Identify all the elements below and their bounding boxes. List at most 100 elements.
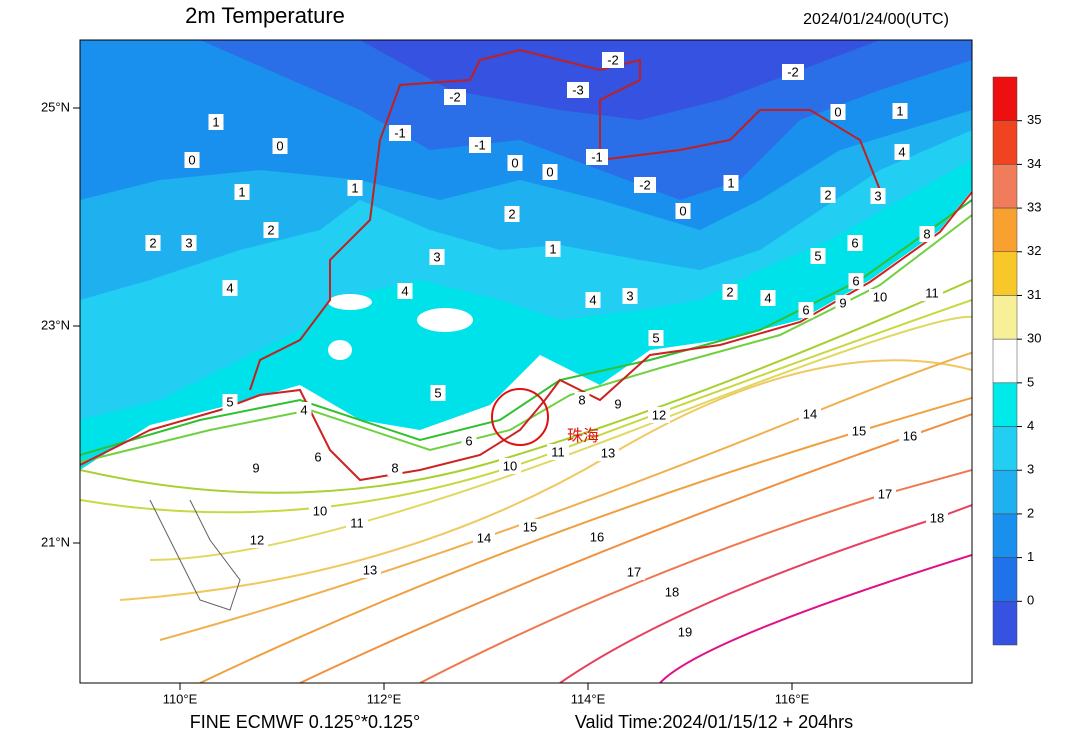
y-tick-label: 25°N [41, 99, 70, 114]
contour-label: 16 [590, 529, 604, 544]
contour-label-box [848, 423, 870, 439]
contour-label: 5 [434, 385, 441, 400]
contour-label: 19 [678, 624, 692, 639]
contour-label-box [675, 203, 691, 219]
contour-label-box [798, 302, 814, 318]
contour-label: 6 [851, 235, 858, 250]
contour-label: 13 [363, 562, 377, 577]
contour-label: 14 [803, 406, 817, 421]
source: FINE ECMWF 0.125°*0.125° [190, 712, 420, 732]
contour-label-box [397, 283, 413, 299]
contour-label: 4 [226, 280, 233, 295]
contour-label-box [389, 125, 411, 141]
colorbar-label: 34 [1027, 156, 1041, 171]
colorbar-swatch [992, 469, 1018, 515]
contour-label-box [926, 510, 948, 526]
contour-label: -1 [474, 137, 486, 152]
contour-label-box [919, 226, 935, 242]
contour-label-box [234, 184, 250, 200]
contour-label-box [519, 519, 541, 535]
colorbar-label: 33 [1027, 200, 1041, 215]
contour-label-box [648, 330, 664, 346]
contour-label: 0 [834, 104, 841, 119]
contour-label-box [246, 532, 268, 548]
contour-label-box [602, 52, 624, 68]
colorbar-label: 30 [1027, 331, 1041, 346]
contour-label: 10 [503, 458, 517, 473]
contour-label: 3 [433, 249, 440, 264]
x-tick-label: 114°E [571, 691, 606, 706]
contour-label: 2 [508, 206, 515, 221]
colorbar-label: 0 [1027, 593, 1034, 608]
contour-label-box [674, 624, 696, 640]
contour-label-box [847, 235, 863, 251]
contour-label: 6 [465, 433, 472, 448]
contour-label-box [222, 394, 238, 410]
colorbar-swatch [992, 251, 1018, 296]
contour-label: 0 [276, 138, 283, 153]
contour-label-box [899, 428, 921, 444]
contour-label: 1 [212, 114, 219, 129]
contour-label: -2 [639, 177, 651, 192]
contour-label-box [469, 137, 491, 153]
contour-label: 1 [549, 241, 556, 256]
contour-label-box [810, 248, 826, 264]
contour-label: 15 [523, 519, 537, 534]
contour-label-box [622, 288, 638, 304]
contour-label-box [507, 155, 523, 171]
contour-label: 0 [511, 155, 518, 170]
contour-label-box [722, 284, 738, 300]
contour-label-box [799, 406, 821, 422]
x-tick-label: 116°E [775, 691, 810, 706]
contour-label: 6 [314, 449, 321, 464]
contour-label-box [723, 175, 739, 191]
contour-label-box [874, 486, 896, 502]
contour-label-box [586, 529, 608, 545]
contour-label: 3 [185, 235, 192, 250]
valid-time: Valid Time:2024/01/15/12 + 204hrs [575, 712, 853, 732]
contour-label-box [820, 187, 836, 203]
contour-label: 4 [401, 283, 408, 298]
contour-label: 0 [546, 164, 553, 179]
colorbar-label: 4 [1027, 418, 1034, 433]
contour-label: 12 [652, 407, 666, 422]
contour-label-box [248, 460, 264, 476]
colorbar-swatch [992, 601, 1018, 646]
contour-label: 5 [226, 394, 233, 409]
contour-label-box [222, 280, 238, 296]
contour-label-box [542, 164, 558, 180]
contour-label-box [545, 241, 561, 257]
colorbar-label: 2 [1027, 505, 1034, 520]
datetime: 2024/01/24/00(UTC) [803, 11, 949, 28]
contour-label: 2 [824, 187, 831, 202]
contour-label-box [547, 444, 569, 460]
contour-label: -2 [607, 52, 619, 67]
contour-label-box [272, 138, 288, 154]
contour-label: 1 [351, 180, 358, 195]
contour-label-box [184, 152, 200, 168]
contour-label-box [567, 82, 589, 98]
colorbar-swatch [992, 164, 1018, 209]
colorbar-label: 5 [1027, 374, 1034, 389]
contour-label-box [869, 289, 891, 305]
contour-label-box [504, 206, 520, 222]
contour-label-box [892, 103, 908, 119]
contour-label-box [309, 503, 331, 519]
contour-label: 9 [614, 396, 621, 411]
contour-label-box [473, 530, 495, 546]
contour-label: 17 [878, 486, 892, 501]
contour-label-box [586, 149, 608, 165]
contour-label: 2 [726, 284, 733, 299]
contour-label: 10 [873, 289, 887, 304]
contour-label: 6 [802, 302, 809, 317]
contour-label: -1 [591, 149, 603, 164]
contour-label-box [848, 273, 864, 289]
colorbar-swatch [992, 382, 1018, 427]
contour-label: 8 [578, 392, 585, 407]
contour-label-box [310, 449, 326, 465]
x-tick-label: 110°E [163, 691, 198, 706]
contour-label: 2 [149, 235, 156, 250]
contour-label-box [760, 290, 776, 306]
